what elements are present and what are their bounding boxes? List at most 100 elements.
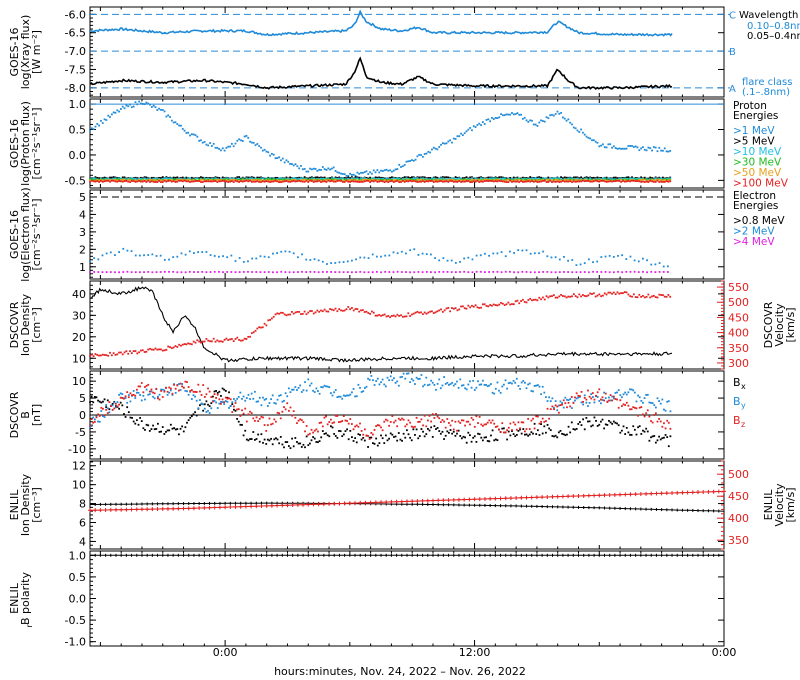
data-point [542,271,545,273]
data-point [152,395,154,398]
data-point [440,308,442,311]
data-point [317,441,319,444]
data-point [494,438,497,441]
data-point [185,178,188,181]
data-point [463,553,465,557]
data-point [589,137,592,140]
data-point [249,410,251,413]
data-point [546,255,549,258]
data-point [260,177,262,180]
data-point [120,553,122,557]
data-point [231,401,234,404]
data-point [321,179,324,181]
data-point [566,406,568,409]
data-point [166,429,169,432]
data-point [151,553,153,557]
data-point [301,177,304,179]
data-point [242,271,245,273]
data-point [362,433,365,436]
data-point [226,400,229,403]
data-point [226,396,229,399]
data-point [380,271,382,274]
data-point [394,419,397,422]
data-point [577,505,579,509]
right-y-axis-title-line: Velocity [773,303,786,347]
data-point [205,411,208,413]
data-point [629,433,631,436]
data-point [536,553,538,557]
data-point [401,439,403,442]
data-point [633,428,636,431]
data-point [552,178,555,181]
data-point [178,389,180,392]
plot-frame [89,280,725,370]
data-point [224,390,227,392]
data-point [109,179,111,181]
data-point [346,428,348,431]
y-tick-label: 40 [72,288,86,301]
data-point [473,425,476,428]
data-point [618,492,623,497]
data-point [325,169,328,171]
y-axis-title: ENLILIon Density[cm⁻³] [8,473,43,536]
data-point [177,502,179,506]
data-point [321,386,324,389]
data-point [151,502,153,506]
data-point [542,250,545,253]
data-point [629,145,632,147]
data-point [152,348,155,351]
data-point [116,109,119,112]
data-point [480,177,482,180]
data-point [654,177,657,180]
data-point [659,438,662,441]
series-line [89,56,673,90]
data-point [481,303,484,306]
data-point [325,178,328,181]
data-point [598,388,601,391]
data-point [605,293,608,296]
data-point [501,427,504,430]
data-point [697,553,699,557]
data-point [393,421,395,424]
data-point [422,385,424,388]
data-point [172,502,174,506]
data-point [132,177,135,180]
data-point [400,179,402,182]
data-point [548,417,551,420]
data-point [331,177,333,180]
data-point [254,419,256,422]
data-point [263,255,266,258]
data-point [580,128,582,131]
data-point [514,178,517,181]
data-point [278,156,281,159]
legend-title: Energies [733,200,778,212]
data-point [283,180,286,183]
data-point [380,553,382,557]
data-point [160,108,162,111]
data-point [384,270,387,273]
data-point [296,165,299,168]
data-point [606,401,609,403]
data-point [235,553,237,557]
data-point [460,177,462,180]
data-point [198,501,200,505]
data-point [446,259,449,262]
data-point [552,180,555,183]
data-point [258,417,261,420]
data-point [430,379,433,382]
data-point [313,437,316,440]
data-point [255,553,257,557]
data-point [185,180,188,183]
data-point [209,180,211,183]
data-point [572,180,575,183]
data-point [389,316,392,319]
data-point [238,339,241,341]
data-point [412,428,415,431]
data-point [492,271,495,273]
data-point [458,135,461,138]
data-point [609,394,612,396]
data-point [260,501,262,505]
data-point [448,383,450,386]
data-point [360,179,362,182]
data-point [475,386,478,389]
